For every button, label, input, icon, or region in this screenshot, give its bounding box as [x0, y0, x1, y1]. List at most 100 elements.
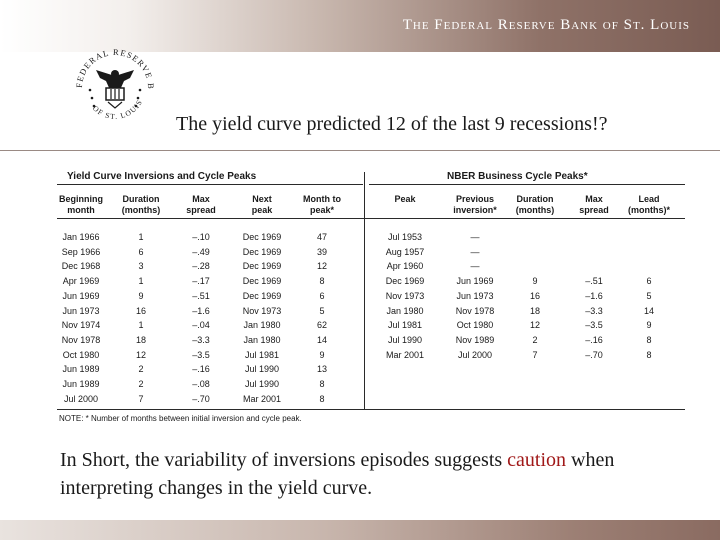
- left-table-cell: 12: [135, 349, 146, 360]
- right-table-cell: Nov 1973: [385, 290, 425, 301]
- left-table-cell: Jul 2000: [63, 393, 99, 404]
- left-column-header: Duration (months): [121, 194, 161, 215]
- svg-text:OF ST. LOUIS: OF ST. LOUIS: [91, 98, 144, 121]
- left-table-cell: Dec 1969: [242, 246, 282, 257]
- left-table-cell: 3: [138, 261, 144, 272]
- table-section-divider: [364, 172, 365, 410]
- slide-headline: The yield curve predicted 12 of the last…: [176, 113, 608, 135]
- left-table-cell: 8: [319, 393, 325, 404]
- table-header-rule: [57, 218, 685, 219]
- right-table-cell: 7: [532, 349, 538, 360]
- left-table-cell: Jun 1969: [62, 290, 100, 301]
- divider-line: [0, 150, 720, 151]
- left-table-cell: 62: [316, 320, 327, 331]
- left-table-cell: 18: [135, 334, 146, 345]
- bank-name: The Federal Reserve Bank of St. Louis: [402, 17, 690, 33]
- right-table-cell: Jul 1953: [387, 232, 423, 242]
- table-bottom-rule: [57, 409, 685, 410]
- right-column-header: Lead (months)*: [628, 194, 670, 215]
- right-table-cell: Mar 2001: [385, 349, 425, 360]
- left-table-cell: Sep 1966: [61, 246, 101, 257]
- footer-band: [0, 520, 720, 540]
- left-table-cell: Nov 1973: [242, 305, 282, 316]
- left-table-cell: 13: [316, 364, 327, 375]
- right-column-header: Peak: [394, 194, 416, 204]
- header-banner: The Federal Reserve Bank of St. Louis: [0, 0, 720, 52]
- right-table-cell: –1.6: [585, 290, 603, 301]
- left-table-cell: 7: [138, 393, 144, 404]
- left-table-cell: Dec 1969: [242, 232, 282, 242]
- seal-text-bottom: OF ST. LOUIS: [91, 98, 143, 121]
- right-table-cell: Jul 2000: [457, 349, 493, 360]
- table-rule-top: [57, 184, 363, 185]
- right-table-cell: –.51: [585, 276, 603, 287]
- left-table-cell: Jan 1980: [243, 320, 281, 331]
- left-column-header: Next peak: [251, 194, 273, 215]
- left-table-cell: 1: [138, 232, 144, 242]
- left-table-cell: 47: [316, 232, 327, 242]
- seal-stars-icon: [88, 88, 142, 108]
- left-table-cell: 39: [316, 246, 327, 257]
- left-table-cell: Jun 1973: [62, 305, 100, 316]
- left-table-cell: –.04: [192, 320, 210, 331]
- left-table-cell: 9: [319, 349, 325, 360]
- left-table-cell: Jan 1966: [62, 232, 100, 242]
- left-table-cell: 5: [319, 305, 325, 316]
- right-table-title: NBER Business Cycle Peaks*: [447, 171, 588, 182]
- right-column-header: Duration (months): [515, 194, 555, 215]
- left-table-cell: –.08: [192, 379, 210, 389]
- right-table-cell: 9: [646, 320, 652, 331]
- left-table-cell: Dec 1968: [61, 261, 101, 272]
- left-table-cell: Oct 1980: [62, 349, 100, 360]
- left-table-cell: 2: [138, 364, 144, 375]
- right-table-cell: Jun 1969: [456, 276, 494, 287]
- right-table-cell: —: [470, 261, 480, 272]
- left-table-cell: –.28: [192, 261, 210, 272]
- right-table-cell: 5: [646, 290, 652, 301]
- table-rule-top-right: [369, 184, 685, 185]
- federal-reserve-seal-logo: FEDERAL RESERVE BANK OF ST. LOUIS: [70, 40, 155, 121]
- right-table-cell: Nov 1989: [455, 334, 495, 345]
- left-table-cell: 8: [319, 276, 325, 287]
- left-table-cell: –1.6: [192, 305, 210, 316]
- right-table-cell: Oct 1980: [456, 320, 494, 331]
- left-table-cell: Jan 1980: [243, 334, 281, 345]
- left-table-cell: –.16: [192, 364, 210, 375]
- right-table-cell: 14: [643, 305, 654, 316]
- right-table-cell: 8: [646, 349, 652, 360]
- left-column-header: Max spread: [186, 194, 216, 215]
- right-table-cell: Nov 1978: [455, 305, 495, 316]
- left-table-cell: 12: [316, 261, 327, 272]
- left-table-cell: –.51: [192, 290, 210, 301]
- left-table-cell: Jul 1990: [244, 379, 280, 389]
- left-table-cell: Jun 1989: [62, 364, 100, 375]
- left-table-cell: –3.5: [192, 349, 210, 360]
- right-table-cell: 2: [532, 334, 538, 345]
- left-table-cell: 6: [319, 290, 325, 301]
- left-table-cell: Jul 1981: [244, 349, 280, 360]
- right-table-cell: –.16: [585, 334, 603, 345]
- left-column-header: Month to peak*: [303, 194, 341, 215]
- left-table-cell: Nov 1978: [61, 334, 101, 345]
- inversions-table: Yield Curve Inversions and Cycle Peaks N…: [57, 168, 685, 426]
- right-table-cell: –.70: [585, 349, 603, 360]
- left-table-cell: Mar 2001: [242, 393, 282, 404]
- right-table-cell: Dec 1969: [385, 276, 425, 287]
- summary-highlight: caution: [507, 449, 567, 471]
- left-table-cell: –.17: [192, 276, 210, 287]
- left-table-cell: 16: [135, 305, 146, 316]
- right-table-cell: –3.3: [585, 305, 603, 316]
- right-table-cell: Jul 1990: [387, 334, 423, 345]
- right-table-cell: Jan 1980: [386, 305, 424, 316]
- left-table-cell: Jun 1989: [62, 379, 100, 389]
- right-table-cell: –3.5: [585, 320, 603, 331]
- left-table-cell: –.70: [192, 393, 210, 404]
- right-table-cell: 12: [529, 320, 540, 331]
- right-table-cell: 9: [532, 276, 538, 287]
- left-table-cell: Dec 1969: [242, 290, 282, 301]
- left-table-cell: 1: [138, 320, 144, 331]
- right-table-cell: 16: [529, 290, 540, 301]
- right-table-cell: 8: [646, 334, 652, 345]
- left-column-header: Beginning month: [59, 194, 103, 215]
- left-table-cell: Dec 1969: [242, 276, 282, 287]
